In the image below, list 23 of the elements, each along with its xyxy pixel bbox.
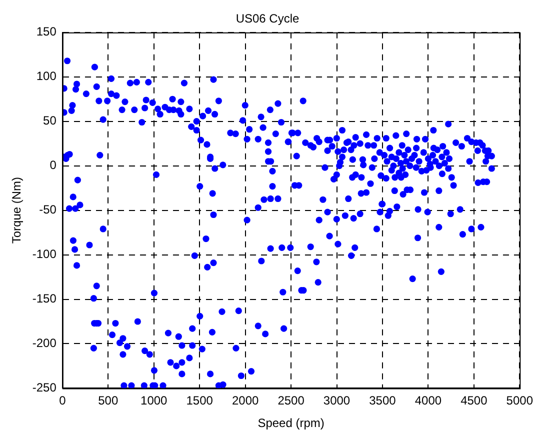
y-tick-label: -250 [32, 380, 57, 395]
y-tick-label: 100 [36, 69, 57, 84]
x-tick-label: 0 [59, 394, 66, 408]
x-tick-label: 5000 [506, 394, 534, 408]
x-tick-label: 2500 [278, 394, 305, 408]
x-tick-label: 3500 [369, 394, 396, 408]
x-tick-label: 4000 [414, 394, 442, 408]
chart-title: US06 Cycle [236, 12, 300, 26]
x-tick-label: 1000 [140, 394, 168, 408]
x-tick-label: 3000 [323, 394, 350, 408]
y-tick-label: 0 [50, 158, 57, 172]
y-tick-label: 150 [36, 24, 57, 39]
x-tick-label: 1500 [186, 394, 214, 408]
y-tick-label: -200 [32, 336, 57, 350]
y-axis-title: Torque (Nm) [10, 176, 24, 244]
x-tick-label: 500 [98, 394, 118, 408]
x-axis-title: Speed (rpm) [258, 416, 324, 430]
y-tick-label: -50 [39, 202, 57, 217]
y-tick-label: -150 [32, 292, 57, 306]
y-tick-label: -100 [32, 247, 57, 262]
x-tick-label: 4500 [460, 394, 488, 408]
x-tick-label: 2000 [232, 394, 259, 408]
y-tick-label: 50 [43, 114, 57, 128]
